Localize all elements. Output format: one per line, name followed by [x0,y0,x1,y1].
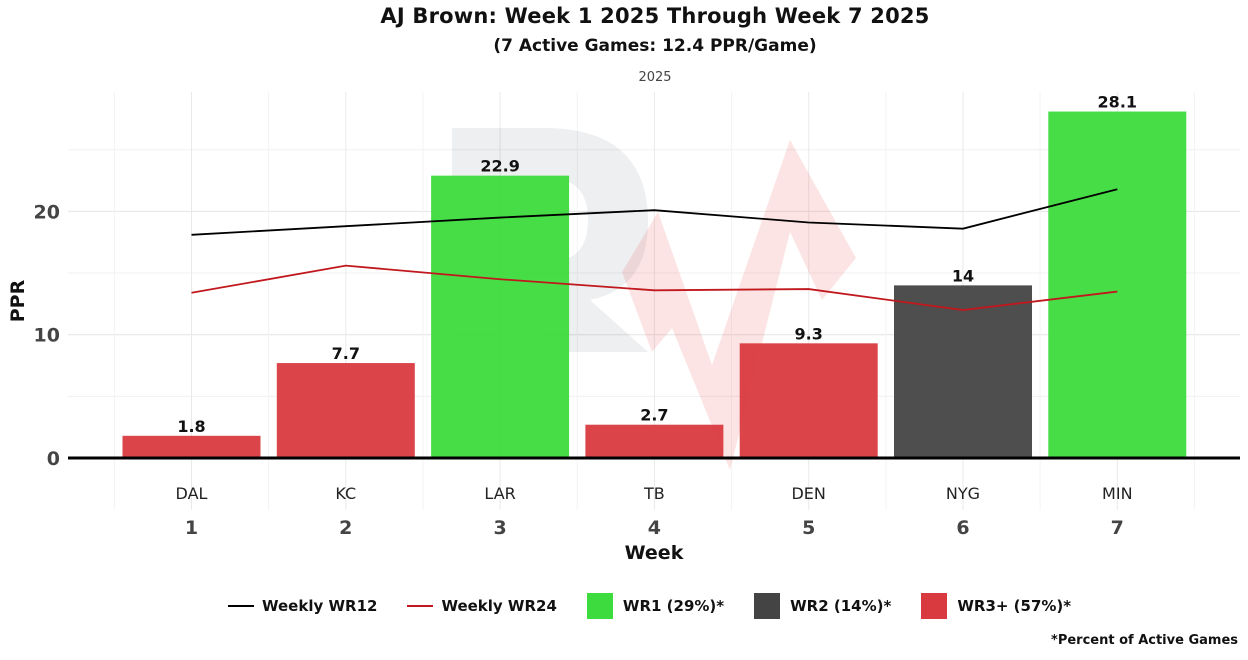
legend-swatch [407,605,434,607]
opponent-label: MIN [1102,484,1133,503]
opponent-label: TB [643,484,665,503]
y-tick-label: 0 [47,448,60,470]
legend-label: Weekly WR12 [262,597,378,615]
opponent-label: NYG [946,484,980,503]
x-tick-label: 2 [339,517,352,539]
legend-item: WR2 (14%)* [754,593,891,619]
y-tick-label: 10 [34,325,60,347]
legend-label: WR1 (29%)* [622,597,725,615]
legend-item: Weekly WR12 [228,597,377,615]
bar-week-3 [431,175,570,458]
bar-value-label: 9.3 [795,324,823,343]
legend: Weekly WR12 Weekly WR24 WR1 (29%)* WR2 (14%… [228,592,1101,620]
y-tick-label: 20 [34,201,60,223]
footnote: *Percent of Active Games [1051,633,1238,648]
bar-week-7 [1048,111,1187,458]
legend-label: Weekly WR24 [441,597,557,615]
opponent-label: LAR [484,484,515,503]
axes: 0 10 20 PPR DAL 1 KC 2 LAR 3 TB 4 DEN 5 NYG 6 MIN 7 Week [7,201,1240,564]
grid [68,92,1240,510]
chart-subtitle: (7 Active Games: 12.4 PPR/Game) [493,36,817,56]
bar-week-4 [585,424,724,458]
x-tick-label: 1 [185,517,198,539]
y-axis-title: PPR [7,279,29,322]
legend-item: WR1 (29%)* [586,593,725,619]
bar-week-1 [122,435,261,458]
bar-value-label: 2.7 [640,406,668,425]
line-weekly-wr12 [191,188,1118,236]
bar-week-5 [739,343,878,458]
legend-label: WR2 (14%)* [790,597,892,615]
legend-swatch [586,593,613,619]
chart-title: AJ Brown: Week 1 2025 Through Week 7 202… [380,4,930,28]
x-tick-label: 7 [1111,517,1124,539]
x-tick-label: 6 [956,517,969,539]
x-tick-label: 3 [493,517,506,539]
bar-week-2 [276,363,415,458]
legend-swatch [754,593,781,619]
reference-lines [191,188,1118,311]
bar-value-labels: 1.8 7.7 22.9 2.7 9.3 14 28.1 [177,93,1137,436]
line-weekly-wr24 [191,264,1118,311]
legend-label: WR3+ (57%)* [957,597,1072,615]
bar-value-label: 14 [952,266,974,285]
bar-value-label: 7.7 [332,344,360,363]
legend-item: WR3+ (57%)* [921,593,1071,619]
x-tick-label: 5 [802,517,815,539]
x-tick-label: 4 [648,517,661,539]
bar-value-label: 28.1 [1098,93,1137,112]
opponent-label: DEN [791,484,825,503]
bar-chart: 1.8 7.7 22.9 2.7 9.3 14 28.1 0 10 20 PPR DAL 1 KC 2 LA… [7,92,1240,564]
x-axis-title: Week [625,542,684,564]
bar-value-label: 22.9 [480,157,519,176]
opponent-label: KC [335,484,356,503]
legend-item: Weekly WR24 [407,597,557,615]
facet-label: 2025 [638,70,672,85]
opponent-label: DAL [176,484,208,503]
bar-value-label: 1.8 [177,417,205,436]
legend-swatch [228,605,254,607]
bar-week-6 [894,285,1032,458]
bars [122,111,1187,458]
legend-swatch [921,593,948,619]
